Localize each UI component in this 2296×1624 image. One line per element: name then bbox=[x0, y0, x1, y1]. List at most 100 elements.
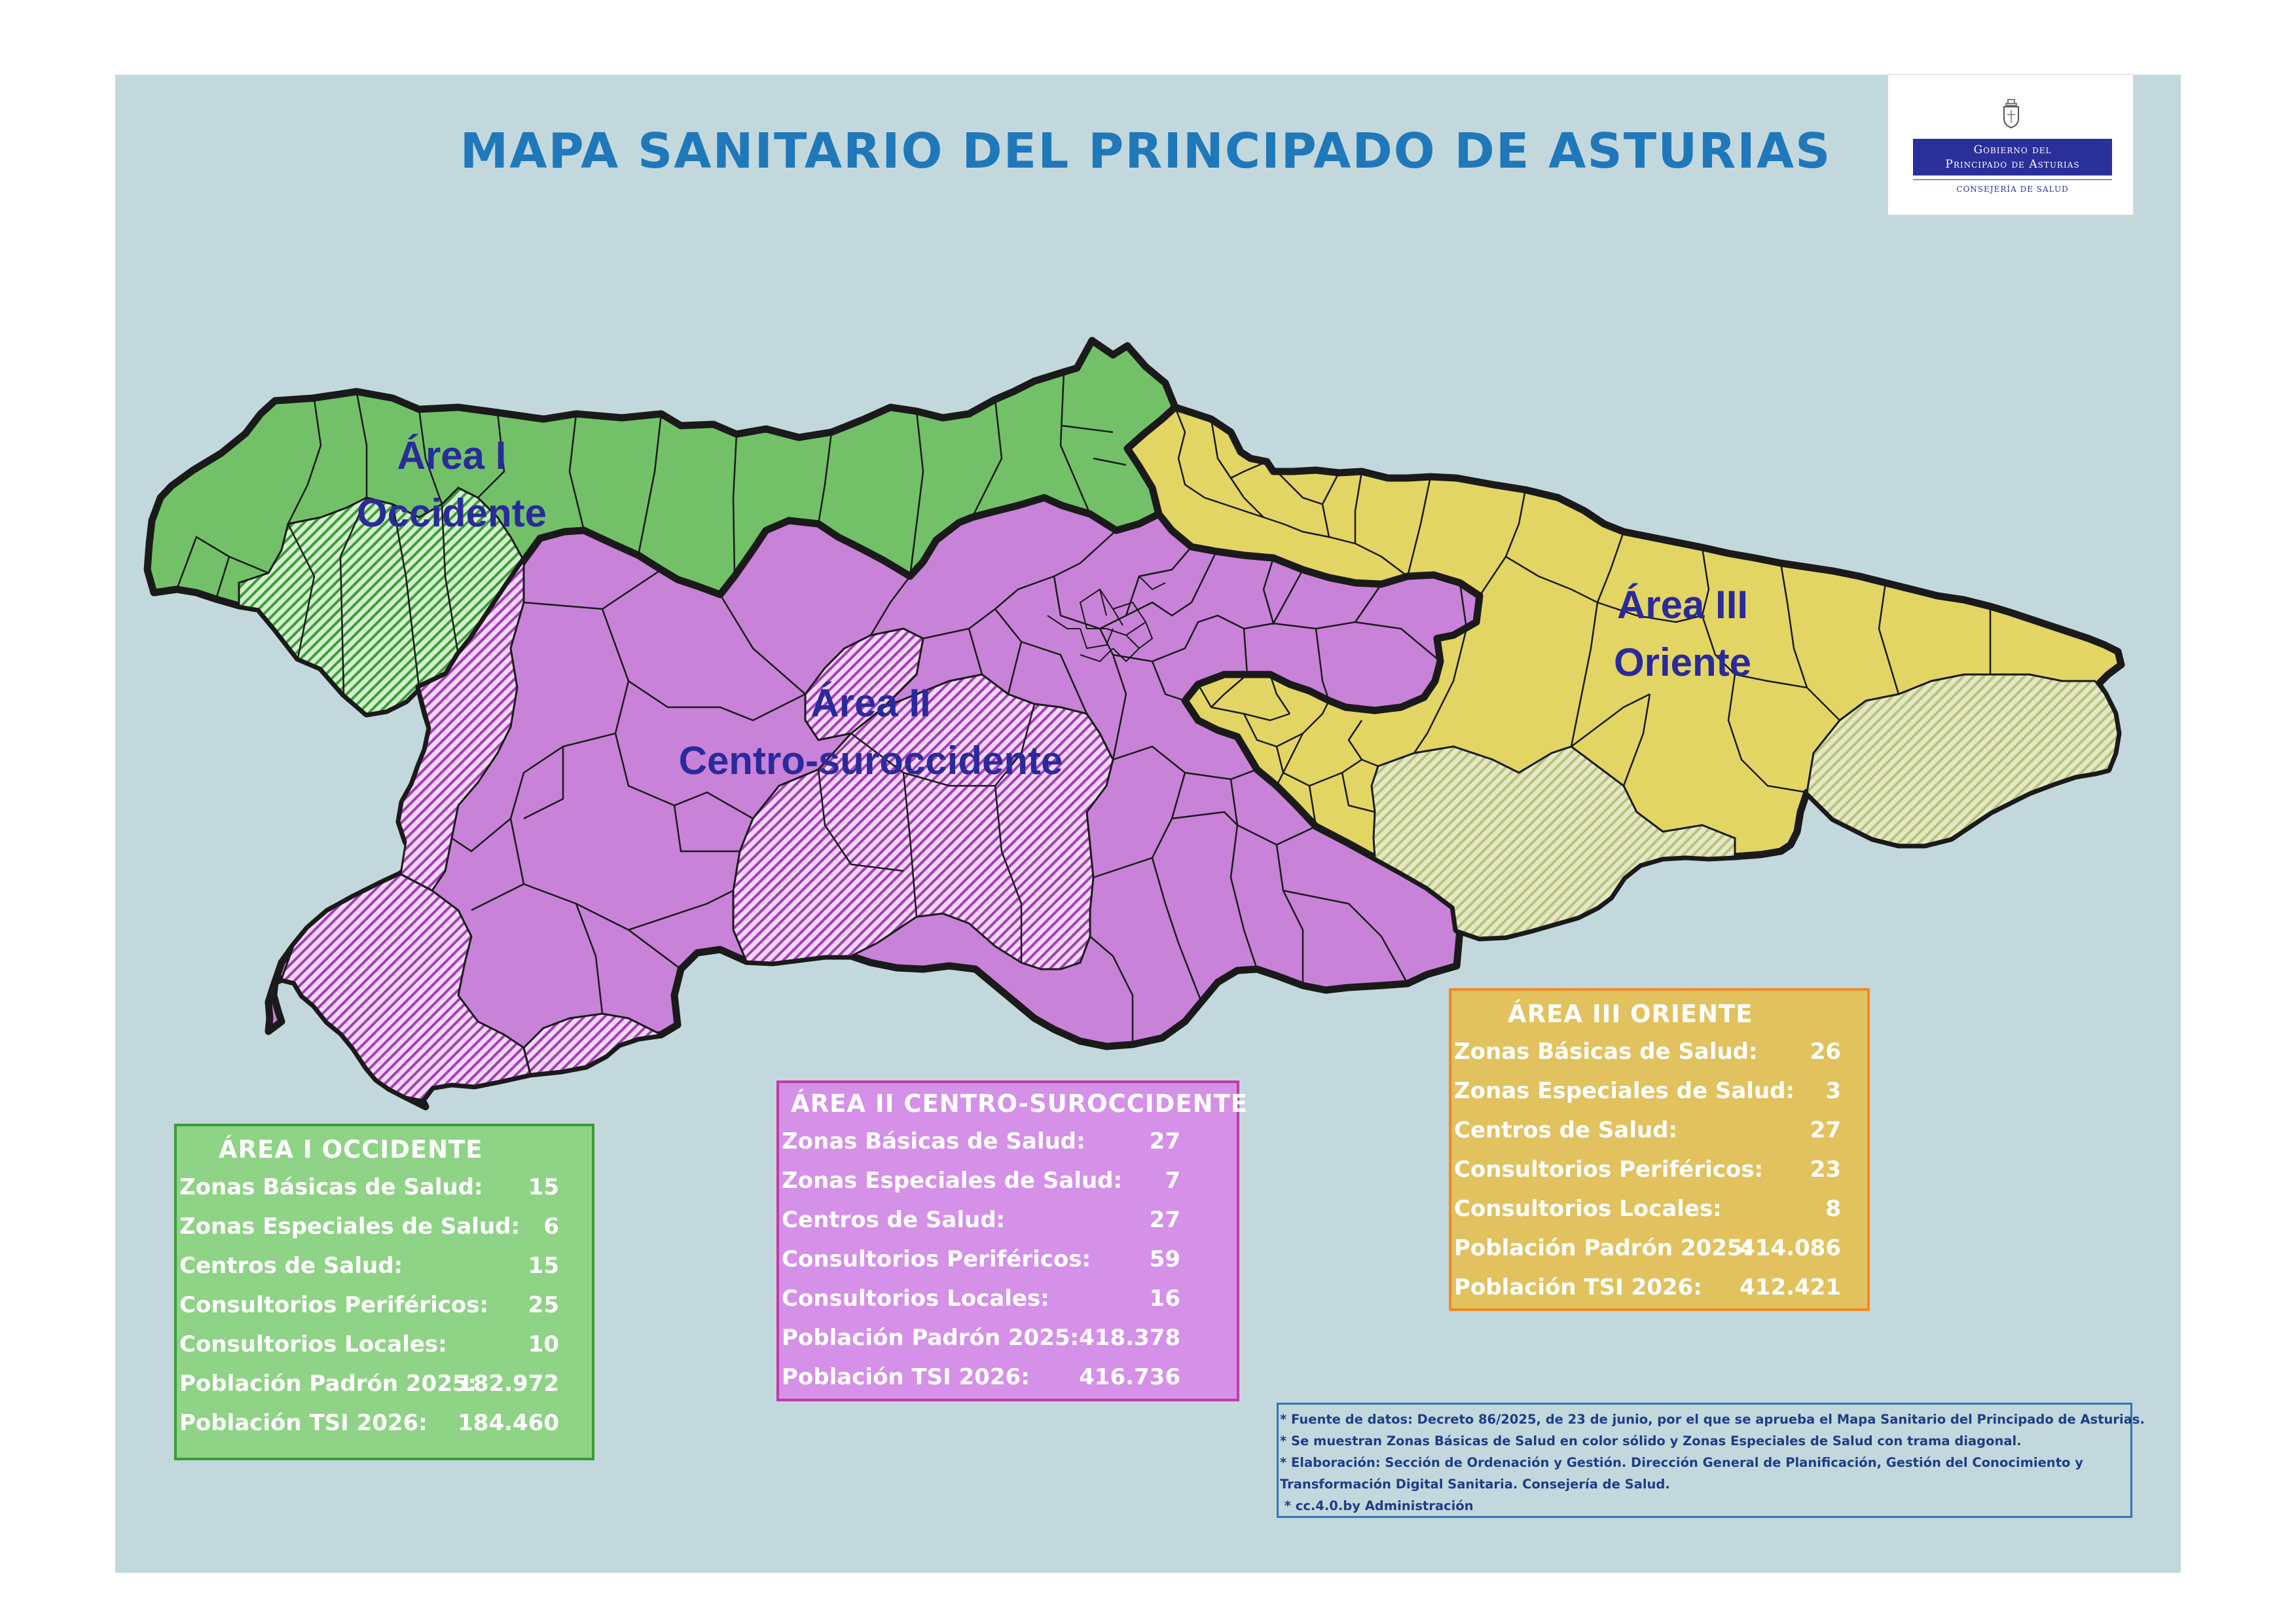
source-note: * cc.4.0.by Administración bbox=[1280, 1498, 1474, 1513]
stat-label: Zonas Básicas de Salud: bbox=[179, 1174, 483, 1200]
stat-row: Zonas Especiales de Salud: 7 bbox=[782, 1161, 1237, 1200]
area-i-label-line1: Área I bbox=[397, 434, 507, 477]
area-ii-label: Área II Centro-suroccidente bbox=[642, 674, 1100, 790]
stat-label: Zonas Básicas de Salud: bbox=[1454, 1039, 1758, 1065]
area-iii-oriente-region bbox=[1123, 403, 2125, 942]
stat-value: 412.421 bbox=[1740, 1274, 1841, 1301]
stat-value: 23 bbox=[1810, 1156, 1841, 1183]
stat-row: Centros de Salud: 27 bbox=[1454, 1111, 1867, 1150]
area-ii-label-line2: Centro-suroccidente bbox=[678, 739, 1063, 783]
logo-rule bbox=[1913, 179, 2112, 180]
source-notes-box: * Fuente de datos: Decreto 86/2025, de 2… bbox=[1277, 1403, 2145, 1518]
stat-value: 10 bbox=[528, 1331, 559, 1357]
area-ii-special-north bbox=[804, 627, 924, 741]
stat-row: Población TSI 2026: 184.460 bbox=[179, 1403, 592, 1443]
stat-label: Población TSI 2026: bbox=[1454, 1274, 1702, 1301]
stat-value: 27 bbox=[1810, 1117, 1841, 1143]
stat-row: Zonas Básicas de Salud: 26 bbox=[1454, 1032, 1867, 1071]
stat-row: Zonas Básicas de Salud: 15 bbox=[179, 1168, 592, 1207]
stat-row: Población Padrón 2025: 182.972 bbox=[179, 1364, 592, 1403]
logo-line1: Gobierno del bbox=[1973, 143, 2052, 157]
area-i-occidente-region bbox=[143, 337, 1179, 718]
stat-label: Zonas Básicas de Salud: bbox=[782, 1128, 1085, 1154]
stat-row: Zonas Especiales de Salud: 3 bbox=[1454, 1071, 1867, 1111]
logo-subline: CONSEJERÍA DE SALUD bbox=[1956, 185, 2069, 194]
stat-value: 59 bbox=[1149, 1246, 1180, 1272]
stat-label: Consultorios Locales: bbox=[782, 1285, 1049, 1312]
stat-row: Población Padrón 2025: 418.378 bbox=[782, 1318, 1237, 1357]
area-ii-central-cluster bbox=[1047, 576, 1166, 663]
stat-row: Consultorios Locales: 10 bbox=[179, 1325, 592, 1364]
area-iii-label-line1: Área III bbox=[1616, 583, 1749, 627]
stat-value: 182.972 bbox=[458, 1371, 559, 1397]
stat-row: Consultorios Periféricos: 25 bbox=[179, 1285, 592, 1325]
stat-value: 15 bbox=[528, 1174, 559, 1200]
stat-value: 184.460 bbox=[458, 1410, 559, 1436]
stat-value: 26 bbox=[1810, 1039, 1841, 1065]
area-iii-special-east bbox=[1806, 673, 2119, 846]
area-ii-stats-title: ÁREA II CENTRO-SUROCCIDENTE bbox=[791, 1090, 1248, 1118]
source-note: * Fuente de datos: Decreto 86/2025, de 2… bbox=[1280, 1412, 2145, 1427]
stat-row: Consultorios Periféricos: 23 bbox=[1454, 1150, 1867, 1189]
stat-label: Zonas Especiales de Salud: bbox=[782, 1168, 1123, 1194]
logo-line2: Principado de Asturias bbox=[1945, 158, 2080, 171]
stat-value: 7 bbox=[1165, 1168, 1180, 1194]
area-iii-label-line2: Oriente bbox=[1613, 640, 1752, 684]
stat-label: Consultorios Locales: bbox=[1454, 1196, 1722, 1222]
stat-label: Consultorios Locales: bbox=[179, 1331, 447, 1357]
stat-label: Población TSI 2026: bbox=[179, 1410, 428, 1436]
logo-band: Gobierno del Principado de Asturias bbox=[1913, 139, 2112, 175]
area-iii-stats-title: ÁREA III ORIENTE bbox=[1508, 1000, 1753, 1028]
stat-label: Zonas Especiales de Salud: bbox=[179, 1213, 520, 1240]
area-iii-label: Área III Oriente bbox=[1584, 576, 1781, 692]
stat-label: Centros de Salud: bbox=[1454, 1117, 1678, 1143]
stat-value: 416.736 bbox=[1079, 1364, 1180, 1390]
stat-value: 418.378 bbox=[1079, 1325, 1180, 1351]
stat-value: 15 bbox=[528, 1253, 559, 1279]
stat-value: 6 bbox=[543, 1213, 559, 1240]
stat-row: Centros de Salud: 27 bbox=[782, 1200, 1237, 1240]
stat-label: Población TSI 2026: bbox=[782, 1364, 1030, 1390]
stat-row: Población TSI 2026: 416.736 bbox=[782, 1357, 1237, 1397]
area-ii-centro-region bbox=[264, 494, 1484, 1111]
area-i-stats-title: ÁREA I OCCIDENTE bbox=[219, 1135, 483, 1164]
stat-row: Población TSI 2026: 412.421 bbox=[1454, 1268, 1867, 1307]
area-i-label: Área I Occidente bbox=[321, 427, 583, 542]
stat-value: 25 bbox=[528, 1292, 559, 1318]
stat-label: Centros de Salud: bbox=[179, 1253, 403, 1279]
area-ii-special-west bbox=[398, 557, 525, 892]
stat-label: Población Padrón 2025: bbox=[782, 1325, 1080, 1351]
map-title: MAPA SANITARIO DEL PRINCIPADO DE ASTURIA… bbox=[460, 123, 1832, 179]
area-iii-zone-borders bbox=[1174, 407, 1992, 827]
stat-label: Consultorios Periféricos: bbox=[782, 1246, 1091, 1272]
stat-value: 3 bbox=[1825, 1078, 1841, 1104]
stat-label: Consultorios Periféricos: bbox=[179, 1292, 489, 1318]
source-note: * Elaboración: Sección de Ordenación y G… bbox=[1280, 1455, 2083, 1470]
stat-row: Centros de Salud: 15 bbox=[179, 1246, 592, 1285]
government-logo: Gobierno del Principado de Asturias CONS… bbox=[1887, 74, 2134, 215]
area-ii-special-southwest bbox=[280, 873, 532, 1101]
stat-value: 27 bbox=[1149, 1128, 1180, 1154]
stat-label: Zonas Especiales de Salud: bbox=[1454, 1078, 1795, 1104]
coat-of-arms-icon bbox=[2003, 99, 2019, 129]
stat-row: Consultorios Periféricos: 59 bbox=[782, 1240, 1237, 1279]
stat-label: Población Padrón 2025: bbox=[1454, 1235, 1752, 1261]
source-note: * Se muestran Zonas Básicas de Salud en … bbox=[1280, 1433, 2022, 1449]
area-iii-special-south bbox=[1370, 745, 1736, 939]
area-ii-special-south bbox=[522, 1012, 665, 1075]
area-iii-stats-box: ÁREA III ORIENTE Zonas Básicas de Salud:… bbox=[1449, 988, 1870, 1311]
stat-value: 27 bbox=[1149, 1207, 1180, 1233]
area-ii-zone-borders bbox=[451, 530, 1441, 1044]
stat-row: Población Padrón 2025: 414.086 bbox=[1454, 1228, 1867, 1268]
area-ii-stats-box: ÁREA II CENTRO-SUROCCIDENTE Zonas Básica… bbox=[776, 1080, 1248, 1401]
stat-value: 16 bbox=[1149, 1285, 1180, 1312]
stat-row: Zonas Básicas de Salud: 27 bbox=[782, 1122, 1237, 1161]
area-i-stats-box: ÁREA I OCCIDENTE Zonas Básicas de Salud:… bbox=[174, 1124, 594, 1460]
stat-row: Consultorios Locales: 16 bbox=[782, 1279, 1237, 1318]
area-i-label-line2: Occidente bbox=[356, 491, 547, 535]
stat-label: Consultorios Periféricos: bbox=[1454, 1156, 1764, 1183]
area-ii-label-line1: Área II bbox=[811, 681, 931, 725]
stat-row: Zonas Especiales de Salud: 6 bbox=[179, 1207, 592, 1246]
stat-label: Centros de Salud: bbox=[782, 1207, 1006, 1233]
